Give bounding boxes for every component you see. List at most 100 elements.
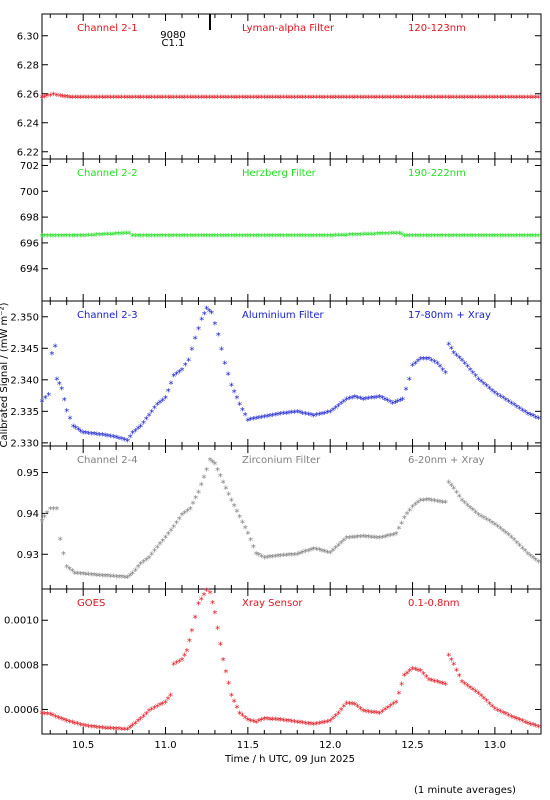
data-point: *: [473, 509, 478, 520]
data-point: *: [166, 387, 171, 398]
data-point: *: [498, 393, 503, 404]
data-point: *: [427, 232, 432, 243]
data-point: *: [193, 94, 198, 105]
data-point: *: [114, 725, 119, 736]
data-point: *: [103, 724, 108, 735]
data-point: *: [416, 499, 421, 510]
data-point: *: [89, 571, 94, 582]
data-point: *: [382, 395, 387, 406]
data-point: *: [498, 525, 503, 536]
y-tick-label: 0.95: [17, 468, 39, 479]
data-point: *: [138, 232, 143, 243]
data-point: *: [243, 94, 248, 105]
data-point: *: [113, 230, 118, 241]
data-point: *: [429, 496, 434, 507]
data-point: *: [394, 94, 399, 105]
data-point: *: [424, 355, 429, 366]
data-point: *: [223, 94, 228, 105]
data-point: *: [259, 716, 264, 727]
data-point: *: [325, 409, 330, 420]
data-point: *: [111, 230, 116, 241]
data-point: *: [300, 409, 305, 420]
data-point: *: [298, 719, 303, 730]
data-point: *: [380, 230, 385, 241]
data-point: *: [429, 94, 434, 105]
data-point: *: [432, 232, 437, 243]
data-point: *: [465, 94, 470, 105]
data-point: *: [388, 94, 393, 105]
data-point: *: [468, 232, 473, 243]
data-point: *: [380, 708, 385, 719]
data-point: *: [190, 232, 195, 243]
data-point: *: [169, 527, 174, 538]
data-point: *: [484, 516, 489, 527]
panels: 6.22 6.24 6.26 6.28 6.30 Channel 2-1 Lyman-alp…: [4, 13, 542, 736]
y-tick-label: 0.0010: [4, 616, 39, 627]
data-point: *: [86, 430, 91, 441]
data-point: *: [523, 547, 528, 558]
data-point: *: [240, 232, 245, 243]
data-point: *: [273, 716, 278, 727]
data-point: *: [289, 94, 294, 105]
data-point: *: [465, 232, 470, 243]
data-point: *: [144, 415, 149, 426]
data-point: *: [468, 366, 473, 377]
data-point: *: [152, 94, 157, 105]
data-point: *: [517, 542, 522, 553]
data-point: *: [448, 94, 453, 105]
data-point: *: [292, 408, 297, 419]
data-point: *: [369, 94, 374, 105]
data-point: *: [125, 725, 130, 736]
data-point: *: [174, 659, 179, 670]
data-point: *: [243, 411, 248, 422]
data-point: *: [53, 343, 58, 354]
data-point: *: [308, 546, 313, 557]
data-point: *: [533, 413, 538, 424]
data-point: *: [105, 231, 110, 242]
data-point: *: [427, 676, 432, 687]
data-point: *: [141, 232, 146, 243]
data-point: *: [70, 719, 75, 730]
data-point: *: [130, 232, 135, 243]
data-point: *: [51, 91, 56, 102]
data-point: *: [144, 710, 149, 721]
data-point: *: [158, 540, 163, 551]
data-point: *: [199, 481, 204, 492]
data-point: *: [509, 713, 514, 724]
x-tick-label: 13.0: [484, 740, 506, 751]
data-point: *: [149, 408, 154, 419]
y-tick-label: 696: [20, 238, 39, 249]
data-point: *: [479, 513, 484, 524]
data-point: *: [410, 361, 415, 372]
data-point: *: [160, 94, 165, 105]
data-point: *: [391, 531, 396, 542]
data-point: *: [287, 94, 292, 105]
data-point: *: [259, 414, 264, 425]
data-point: *: [295, 94, 300, 105]
data-point: *: [314, 94, 319, 105]
data-point: *: [92, 723, 97, 734]
data-point: *: [511, 94, 516, 105]
data-point: *: [347, 94, 352, 105]
data-point: *: [385, 532, 390, 543]
data-point: *: [188, 94, 193, 105]
data-point: *: [141, 419, 146, 430]
data-point: *: [454, 666, 459, 677]
data-point: *: [60, 93, 65, 104]
data-point: *: [440, 94, 445, 105]
data-point: *: [160, 396, 165, 407]
data-point: *: [188, 232, 193, 243]
data-point: *: [256, 717, 261, 728]
data-point: *: [179, 232, 184, 243]
data-point: *: [394, 698, 399, 709]
data-point: *: [179, 656, 184, 667]
y-tick-label: 2.350: [10, 312, 39, 323]
data-point: *: [234, 94, 239, 105]
data-point: *: [347, 700, 352, 711]
data-point: *: [284, 551, 289, 562]
data-point: *: [295, 718, 300, 729]
data-point: *: [72, 569, 77, 580]
data-point: *: [443, 232, 448, 243]
panel-1: 6.22 6.24 6.26 6.28 6.30 Channel 2-1 Lyman-alp…: [17, 13, 542, 160]
data-point: *: [530, 94, 535, 105]
